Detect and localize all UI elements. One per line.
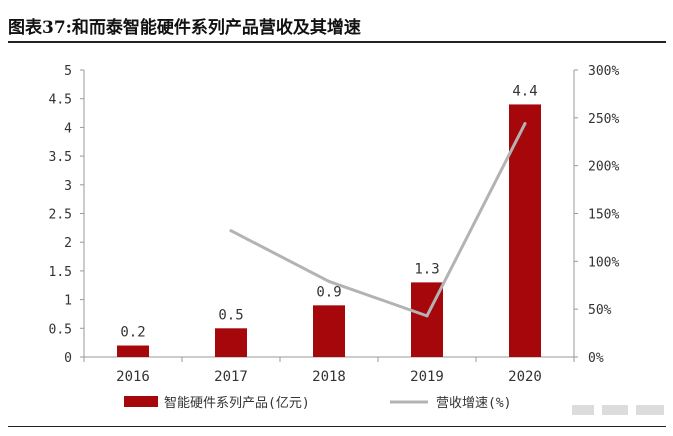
- legend-line-label: 营收增速(%): [436, 396, 511, 411]
- x-tick-label: 2018: [312, 369, 346, 385]
- left-y-ticks: 0 0.5 1 1.5 2 2.5 3 3.5 4 4.5 5: [49, 64, 73, 366]
- right-tick-label: 100%: [588, 255, 619, 270]
- bars: [117, 104, 541, 357]
- right-tick-label: 200%: [588, 160, 619, 175]
- bar-2017: [215, 328, 247, 357]
- growth-point: [229, 229, 233, 233]
- left-tick-label: 1: [64, 294, 72, 309]
- left-tick-label: 3: [64, 179, 72, 194]
- left-tick-label: 0: [64, 351, 72, 366]
- x-ticks: 2016 2017 2018 2019 2020: [116, 369, 542, 385]
- bar-labels: 0.2 0.5 0.9 1.3 4.4: [120, 83, 537, 340]
- legend: 智能硬件系列产品(亿元) 营收增速(%): [124, 396, 511, 411]
- left-tick-label: 4: [64, 121, 72, 136]
- left-tick-label: 5: [64, 64, 72, 79]
- bar-data-label: 4.4: [512, 83, 537, 99]
- title-rule: [8, 41, 666, 43]
- right-y-ticks: 0% 50% 100% 150% 200% 250% 300%: [588, 64, 619, 366]
- x-tick-label: 2020: [508, 369, 542, 385]
- left-tick-label: 1.5: [49, 265, 72, 280]
- left-tick-label: 2: [64, 236, 72, 251]
- right-tick-label: 250%: [588, 112, 619, 127]
- bar-data-label: 0.9: [316, 284, 341, 300]
- bar-data-label: 0.2: [120, 325, 145, 341]
- bar-2016: [117, 345, 149, 357]
- growth-point: [523, 122, 527, 126]
- right-tick-label: 300%: [588, 64, 619, 79]
- chart-title: 图表37:和而泰智能硬件系列产品营收及其增速: [8, 18, 361, 38]
- legend-bar-label: 智能硬件系列产品(亿元): [164, 396, 310, 411]
- right-tick-label: 50%: [588, 303, 612, 318]
- right-tick-label: 150%: [588, 208, 619, 223]
- bar-data-label: 0.5: [218, 307, 243, 323]
- watermark: [572, 402, 666, 418]
- left-tick-label: 4.5: [49, 93, 72, 108]
- x-tick-label: 2017: [214, 369, 248, 385]
- x-tick-label: 2019: [410, 369, 444, 385]
- left-tick-label: 2.5: [49, 208, 72, 223]
- footer-rule: [8, 426, 666, 427]
- x-tick-label: 2016: [116, 369, 150, 385]
- left-tick-label: 0.5: [49, 322, 72, 337]
- bar-2018: [313, 305, 345, 357]
- right-tick-label: 0%: [588, 351, 604, 366]
- growth-point: [327, 279, 331, 283]
- growth-line: [229, 122, 527, 318]
- growth-point: [425, 314, 429, 318]
- bar-data-label: 1.3: [414, 261, 439, 277]
- left-tick-label: 3.5: [49, 150, 72, 165]
- legend-bar-swatch: [124, 396, 158, 407]
- growth-line-series: [229, 122, 527, 318]
